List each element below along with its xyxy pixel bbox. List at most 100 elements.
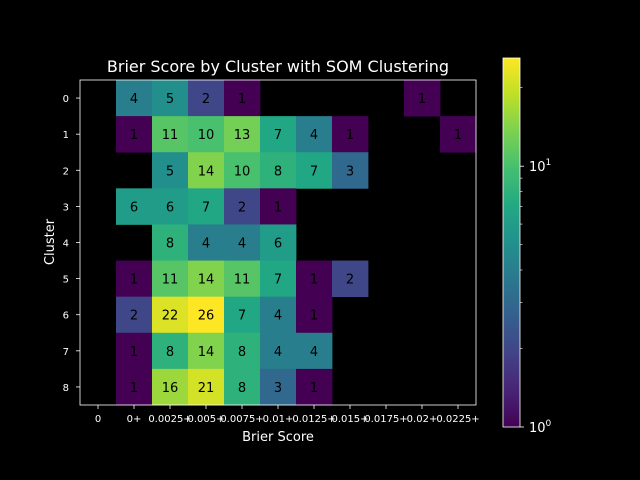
heatmap-cell [188, 188, 225, 225]
heatmap-cell [188, 116, 225, 153]
heatmap-cell [260, 224, 297, 261]
heatmap-cell [116, 188, 153, 225]
heatmap-cell [224, 152, 261, 189]
x-tick-label: 0.0025+ [148, 414, 191, 425]
y-tick-label: 4 [63, 239, 69, 250]
cell-value-label: 4 [130, 92, 138, 107]
cell-value-label: 6 [130, 200, 138, 215]
cell-value-label: 1 [346, 128, 354, 143]
heatmap-cell [260, 152, 297, 189]
heatmap-cell [224, 368, 261, 406]
heatmap-cell [188, 224, 225, 261]
cell-value-label: 1 [130, 381, 138, 396]
cell-value-label: 5 [166, 164, 174, 179]
cell-value-label: 4 [310, 128, 318, 143]
x-tick-label: 0.0075+ [220, 414, 263, 425]
heatmap-cell [296, 152, 333, 189]
x-tick-label: 0 [95, 414, 101, 425]
heatmap-cell [224, 80, 261, 117]
cell-value-label: 11 [234, 273, 251, 288]
cell-value-label: 7 [274, 128, 282, 143]
x-tick-label: 0+ [127, 414, 142, 425]
x-tick-label: 0.015+ [331, 414, 368, 425]
y-tick-label: 3 [63, 202, 69, 213]
cell-value-label: 2 [238, 200, 246, 215]
cell-value-label: 11 [162, 273, 179, 288]
heatmap-cell [224, 296, 261, 334]
cell-value-label: 1 [418, 92, 426, 107]
cell-value-label: 1 [310, 309, 318, 324]
colorbar-tick-label: 101 [529, 158, 551, 175]
cell-value-label: 2 [346, 273, 354, 288]
x-tick-label: 0.005+ [187, 414, 224, 425]
cell-value-label: 8 [166, 345, 174, 360]
cell-value-label: 1 [130, 128, 138, 143]
y-axis-ticks: 0 1 2 3 4 5 6 7 8 [63, 94, 80, 394]
cell-value-label: 10 [234, 164, 251, 179]
cell-value-label: 14 [198, 164, 215, 179]
x-tick-label: 0.0175+ [364, 414, 407, 425]
cell-value-label: 7 [274, 273, 282, 288]
colorbar-tick-label: 100 [529, 419, 552, 436]
heatmap-cell [260, 368, 297, 406]
cell-value-label: 11 [162, 128, 179, 143]
heatmap-cell [260, 188, 297, 225]
cell-value-label: 1 [310, 273, 318, 288]
heatmap-cell [188, 296, 225, 334]
colorbar [502, 57, 521, 428]
heatmap-cell [224, 260, 261, 298]
y-tick-label: 5 [63, 275, 69, 286]
cell-value-label: 3 [274, 381, 282, 396]
heatmap-cell [224, 188, 261, 225]
heatmap-cell [152, 224, 189, 261]
y-tick-label: 2 [63, 166, 69, 177]
y-tick-label: 0 [63, 94, 69, 105]
heatmap-cell [152, 152, 189, 189]
cell-value-label: 10 [198, 128, 215, 143]
heatmap-cell [152, 368, 189, 406]
cell-value-label: 2 [130, 309, 138, 324]
cell-value-label: 16 [162, 381, 179, 396]
cell-value-label: 8 [238, 345, 246, 360]
heatmap-cell [152, 80, 189, 117]
heatmap-cell [224, 332, 261, 370]
heatmap-cell [116, 260, 153, 298]
heatmap-cell [152, 296, 189, 334]
cell-value-label: 8 [238, 381, 246, 396]
cell-value-label: 8 [274, 164, 282, 179]
cell-value-label: 1 [454, 128, 462, 143]
y-tick-label: 1 [63, 130, 69, 141]
cell-value-label: 6 [166, 200, 174, 215]
cell-value-label: 6 [274, 237, 282, 252]
cell-value-label: 13 [234, 128, 251, 143]
heatmap-cell [404, 80, 441, 117]
heatmap-cell [332, 152, 369, 189]
heatmap-cell [188, 332, 225, 370]
cell-value-label: 4 [310, 345, 318, 360]
heatmap-cell [296, 296, 333, 334]
y-tick-label: 7 [63, 347, 69, 358]
x-tick-label: 0.01+ [263, 414, 294, 425]
cell-value-label: 1 [130, 273, 138, 288]
cell-value-label: 7 [202, 200, 210, 215]
cell-value-label: 1 [130, 345, 138, 360]
heatmap-cell [188, 260, 225, 298]
heatmap-cell [188, 152, 225, 189]
heatmap-cell [260, 260, 297, 298]
cell-value-label: 2 [202, 92, 210, 107]
cell-value-label: 7 [310, 164, 318, 179]
cell-value-label: 4 [238, 237, 246, 252]
heatmap-cell [296, 260, 333, 298]
heatmap-cell [332, 260, 369, 298]
heatmap-cell [152, 188, 189, 225]
heatmap-cell [188, 80, 225, 117]
x-tick-label: 0.0125+ [292, 414, 335, 425]
cell-value-label: 5 [166, 92, 174, 107]
cell-value-label: 1 [274, 200, 282, 215]
cell-value-label: 14 [198, 273, 215, 288]
cell-value-label: 4 [202, 237, 210, 252]
heatmap-cell [224, 224, 261, 261]
cell-value-label: 21 [198, 381, 215, 396]
heatmap-cell [224, 116, 261, 153]
cell-value-label: 22 [162, 309, 179, 324]
